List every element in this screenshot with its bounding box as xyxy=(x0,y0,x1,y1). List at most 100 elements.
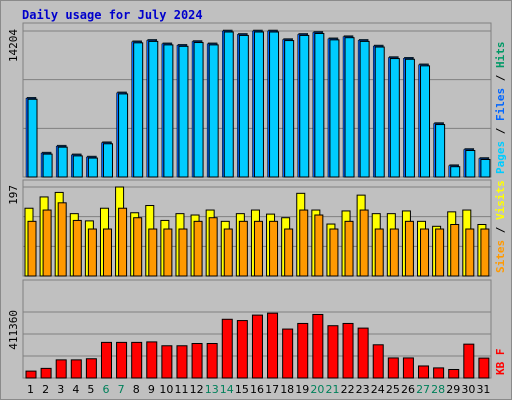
bar-kbf xyxy=(297,322,309,379)
x-tick-label: 18 xyxy=(280,383,294,396)
bar-sites xyxy=(329,228,339,277)
bar-sites xyxy=(450,223,460,277)
bar-kbf xyxy=(312,313,324,379)
y-max-label: 411360 xyxy=(7,310,20,350)
legend-part: / xyxy=(494,68,507,88)
x-tick-label: 7 xyxy=(118,383,125,396)
bar-pages xyxy=(102,143,113,178)
bar-pages xyxy=(374,46,385,178)
bar-pages xyxy=(344,37,355,178)
bars xyxy=(25,29,491,178)
bar-sites xyxy=(42,209,52,277)
x-tick-label: 24 xyxy=(371,383,385,396)
x-tick-label: 8 xyxy=(133,383,140,396)
bar-pages xyxy=(238,34,249,178)
bar-sites xyxy=(344,220,354,277)
bar-sites xyxy=(389,228,399,277)
x-tick-label: 17 xyxy=(265,383,279,396)
bar-kbf xyxy=(191,343,203,379)
bar-kbf xyxy=(146,341,158,379)
x-tick-label: 26 xyxy=(401,383,415,396)
bar-kbf xyxy=(433,367,445,379)
legend-part: Sites xyxy=(494,240,507,273)
legend-part: Pages xyxy=(494,141,507,174)
x-tick-label: 31 xyxy=(476,383,490,396)
bar-sites xyxy=(404,220,414,277)
bar-sites xyxy=(465,228,475,277)
bar-kbf xyxy=(85,358,97,379)
bar-kbf xyxy=(463,343,475,379)
bar-sites xyxy=(72,219,82,277)
bar-pages xyxy=(148,40,159,178)
x-tick-label: 30 xyxy=(461,383,475,396)
bar-kbf xyxy=(70,359,82,379)
x-tick-label: 15 xyxy=(235,383,249,396)
bar-kbf xyxy=(267,312,279,379)
bar-sites xyxy=(480,228,490,277)
bar-kbf xyxy=(221,318,233,379)
bar-sites xyxy=(208,217,218,277)
bar-kbf xyxy=(282,328,294,379)
bar-pages xyxy=(269,31,280,178)
panel-1: 14204 Pages / Files / Hits xyxy=(7,22,507,178)
panel-3: 411360 KB F xyxy=(7,279,507,379)
bar-pages xyxy=(72,155,83,178)
x-tick-label: 21 xyxy=(325,383,339,396)
bar-pages xyxy=(299,34,310,178)
panel-2: 197 Sites / Visits xyxy=(7,179,507,277)
bar-kbf xyxy=(116,341,128,379)
x-tick-label: 10 xyxy=(159,383,173,396)
bar-sites xyxy=(87,228,97,277)
bar-sites xyxy=(57,202,67,277)
bar-kbf xyxy=(251,314,263,379)
chart-title: Daily usage for July 2024 xyxy=(22,8,203,22)
bar-pages xyxy=(420,65,431,178)
bar-sites xyxy=(253,220,263,277)
y-max-label: 14204 xyxy=(7,29,20,62)
bar-pages xyxy=(480,158,491,178)
bar-sites xyxy=(238,220,248,277)
x-tick-label: 29 xyxy=(446,383,460,396)
bar-sites xyxy=(193,220,203,277)
bar-sites xyxy=(284,228,294,277)
bar-pages xyxy=(329,39,340,178)
bar-kbf xyxy=(236,320,248,379)
bar-sites xyxy=(148,228,158,277)
legend-part: Hits xyxy=(494,42,507,69)
bar-sites xyxy=(435,228,445,277)
bar-kbf xyxy=(342,322,354,379)
bar-kbf xyxy=(131,341,143,379)
bar-kbf xyxy=(206,343,218,379)
bar-sites xyxy=(314,214,324,277)
bar-sites xyxy=(163,228,173,277)
bar-sites xyxy=(223,228,233,277)
bar-kbf xyxy=(402,357,414,379)
bars xyxy=(24,186,490,277)
bar-pages xyxy=(87,157,98,178)
series-legend: KB F xyxy=(494,349,507,376)
x-tick-label: 2 xyxy=(42,383,49,396)
bar-sites xyxy=(102,228,112,277)
bar-kbf xyxy=(418,365,430,379)
bar-pages xyxy=(27,98,38,178)
bar-pages xyxy=(193,42,204,178)
bars xyxy=(25,312,490,379)
bar-sites xyxy=(359,209,369,277)
x-tick-label: 3 xyxy=(57,383,64,396)
bar-kbf xyxy=(387,357,399,379)
series-legend: Sites / Visits xyxy=(494,180,507,273)
x-tick-label: 14 xyxy=(220,383,234,396)
bar-pages xyxy=(163,44,174,178)
bar-sites xyxy=(420,228,430,277)
x-tick-label: 16 xyxy=(250,383,264,396)
x-tick-label: 6 xyxy=(103,383,110,396)
x-tick-label: 23 xyxy=(356,383,370,396)
bar-sites xyxy=(269,220,279,277)
bar-pages xyxy=(435,124,446,178)
bar-pages xyxy=(284,40,295,178)
series-legend: Pages / Files / Hits xyxy=(494,42,507,175)
x-tick-label: 5 xyxy=(87,383,94,396)
bar-kbf xyxy=(55,359,67,379)
